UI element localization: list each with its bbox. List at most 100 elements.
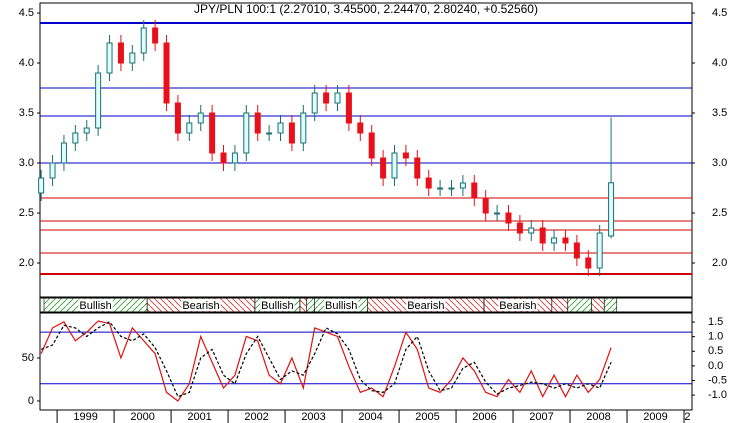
candle-body bbox=[83, 127, 90, 134]
candle-body bbox=[334, 92, 341, 104]
regime-label: Bullish bbox=[261, 300, 293, 312]
regime-label: Bullish bbox=[325, 300, 357, 312]
regime-label-bg bbox=[260, 299, 295, 311]
y-tick-label: 2.5 bbox=[19, 207, 34, 219]
candle-body bbox=[459, 182, 466, 189]
candle-body bbox=[277, 122, 284, 134]
y-tick-label-right: 4.5 bbox=[712, 7, 727, 19]
candle-body bbox=[152, 27, 159, 44]
candle-body bbox=[220, 152, 227, 164]
candle-body bbox=[106, 42, 113, 74]
candle-body bbox=[505, 212, 512, 224]
y-tick-label: 4.0 bbox=[19, 57, 34, 69]
candle-body bbox=[254, 112, 261, 134]
y-tick-label-right: 4.0 bbox=[712, 57, 727, 69]
x-tick-label: 2004 bbox=[358, 411, 382, 423]
y-tick-label: 2.0 bbox=[19, 257, 34, 269]
candle-body bbox=[539, 227, 546, 244]
x-tick-label: 2007 bbox=[529, 411, 553, 423]
candle-body bbox=[402, 152, 409, 159]
regime-segment bbox=[567, 297, 592, 313]
candle-body bbox=[437, 187, 444, 190]
x-tick-label: 2001 bbox=[187, 411, 211, 423]
candle-body bbox=[311, 92, 318, 114]
osc-y2-tick-label: 1.5 bbox=[708, 316, 723, 328]
candle-body bbox=[391, 152, 398, 179]
candle-body bbox=[38, 177, 45, 194]
price-panel bbox=[39, 2, 693, 298]
candle-body bbox=[266, 132, 273, 135]
candle-body bbox=[494, 212, 501, 215]
regime-label: Bearish bbox=[499, 300, 536, 312]
candle-body bbox=[140, 27, 147, 54]
candle-body bbox=[300, 112, 307, 144]
candle-body bbox=[573, 242, 580, 259]
candle-body bbox=[243, 112, 250, 154]
candle-body bbox=[516, 222, 523, 234]
candle-body bbox=[414, 157, 421, 179]
x-tick-label: 2003 bbox=[301, 411, 325, 423]
regime-segment bbox=[306, 297, 316, 313]
candle-body bbox=[60, 142, 67, 164]
candle-body bbox=[448, 187, 455, 190]
osc-y2-tick-label: 1.0 bbox=[708, 331, 723, 343]
osc-tick-label: 0 bbox=[28, 395, 34, 407]
osc-tick-label: 50 bbox=[22, 352, 34, 364]
osc-y2-tick-label: 0.0 bbox=[708, 360, 723, 372]
x-tick-label: 2 bbox=[684, 411, 690, 423]
candle-body bbox=[380, 157, 387, 179]
y-tick-label-right: 2.5 bbox=[712, 207, 727, 219]
candle-body bbox=[368, 132, 375, 159]
x-tick-label: 2002 bbox=[244, 411, 268, 423]
candle-body bbox=[209, 112, 216, 154]
regime-label-bg bbox=[324, 299, 359, 311]
candle-body bbox=[72, 132, 79, 144]
regime-label-bg bbox=[406, 299, 446, 311]
osc-y2-tick-label: -0.5 bbox=[708, 374, 727, 386]
y-tick-label-right: 3.0 bbox=[712, 157, 727, 169]
candle-body bbox=[482, 197, 489, 214]
candle-body bbox=[345, 92, 352, 124]
candle-body bbox=[471, 182, 478, 199]
x-tick-label: 2005 bbox=[415, 411, 439, 423]
candle-body bbox=[288, 122, 295, 144]
candle-body bbox=[562, 237, 569, 244]
regime-label: Bullish bbox=[79, 300, 111, 312]
candle-body bbox=[231, 152, 238, 164]
regime-label-bg bbox=[181, 299, 221, 311]
regime-segment bbox=[551, 297, 569, 313]
regime-label: Bearish bbox=[407, 300, 444, 312]
regime-segment bbox=[603, 297, 618, 313]
candle-body bbox=[49, 162, 56, 179]
candle-body bbox=[117, 42, 124, 64]
candle-body bbox=[323, 92, 330, 104]
candle-body bbox=[197, 112, 204, 124]
x-tick-label: 2008 bbox=[586, 411, 610, 423]
x-tick-label: 1999 bbox=[73, 411, 97, 423]
candle-body bbox=[585, 257, 592, 269]
regime-label-bg bbox=[78, 299, 113, 311]
candle-body bbox=[608, 182, 615, 237]
candle-body bbox=[425, 177, 432, 189]
regime-label-bg bbox=[498, 299, 538, 311]
y-tick-label: 4.5 bbox=[19, 7, 34, 19]
regime-segment bbox=[591, 297, 605, 313]
regime-label: Bearish bbox=[182, 300, 219, 312]
candle-body bbox=[528, 227, 535, 234]
osc-line bbox=[40, 320, 612, 402]
candle-body bbox=[596, 232, 603, 269]
y-tick-label-right: 2.0 bbox=[712, 257, 727, 269]
chart-title: JPY/PLN 100:1 (2.27010, 3.45500, 2.24470… bbox=[194, 2, 538, 16]
candle-body bbox=[551, 237, 558, 244]
x-tick-label: 2000 bbox=[130, 411, 154, 423]
osc-y2-tick-label: 0.5 bbox=[708, 345, 723, 357]
y-tick-label: 3.0 bbox=[19, 157, 34, 169]
candle-body bbox=[129, 52, 136, 64]
x-tick-label: 2006 bbox=[472, 411, 496, 423]
oscillator-panel bbox=[39, 312, 693, 411]
regime-segment bbox=[299, 297, 308, 313]
osc-y2-tick-label: -1.0 bbox=[708, 389, 727, 401]
y-tick-label: 3.5 bbox=[19, 107, 34, 119]
candle-body bbox=[174, 102, 181, 134]
